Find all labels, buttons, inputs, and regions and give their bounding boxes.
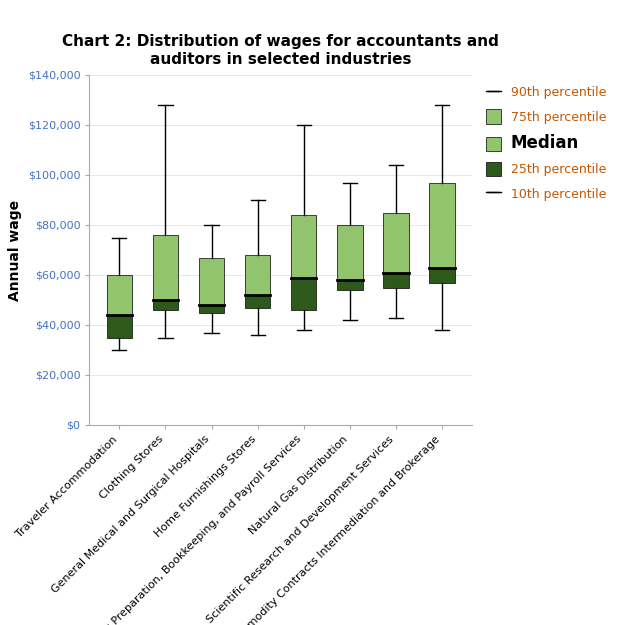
- Bar: [429, 182, 455, 268]
- Bar: [429, 268, 455, 282]
- Bar: [107, 275, 132, 315]
- Bar: [338, 225, 362, 280]
- Bar: [338, 280, 362, 290]
- Bar: [199, 258, 224, 305]
- Bar: [153, 300, 178, 310]
- Bar: [291, 215, 316, 278]
- Title: Chart 2: Distribution of wages for accountants and
auditors in selected industri: Chart 2: Distribution of wages for accou…: [63, 34, 499, 67]
- Bar: [383, 213, 408, 272]
- Bar: [383, 272, 408, 288]
- Bar: [107, 315, 132, 338]
- Bar: [199, 305, 224, 312]
- Legend: 90th percentile, 75th percentile, Median, 25th percentile, 10th percentile: 90th percentile, 75th percentile, Median…: [482, 81, 610, 204]
- Y-axis label: Annual wage: Annual wage: [8, 199, 22, 301]
- Bar: [291, 278, 316, 310]
- Bar: [245, 255, 271, 295]
- Bar: [153, 235, 178, 300]
- Bar: [245, 295, 271, 308]
